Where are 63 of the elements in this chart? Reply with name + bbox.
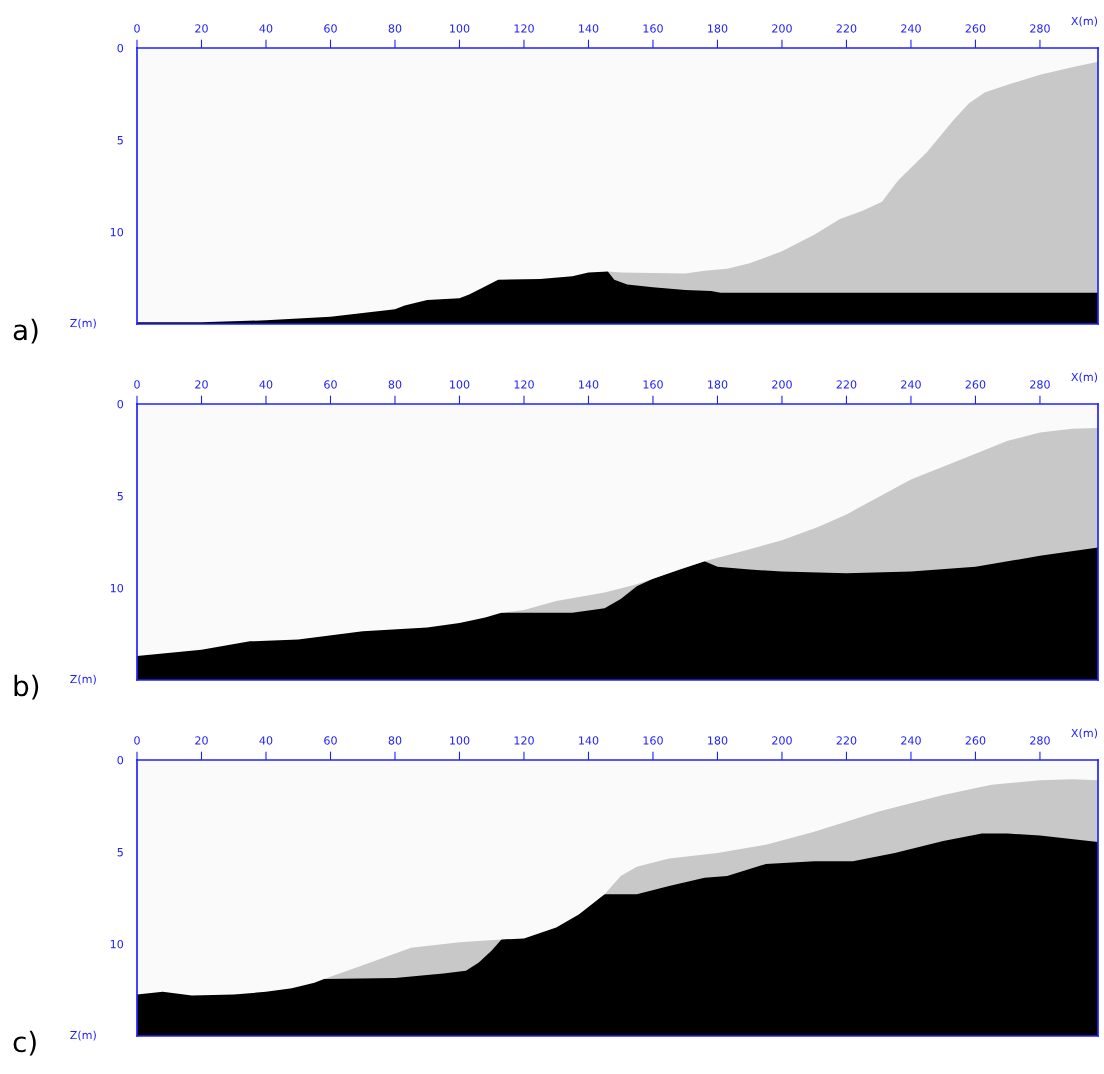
x-tick-label: 40 [259,380,273,389]
x-tick-label: 280 [1030,736,1050,745]
x-tick-label: 120 [514,24,534,33]
x-tick-label: 60 [324,380,337,389]
x-tick-label: 100 [450,24,470,33]
x-tick-label: 0 [134,24,140,33]
y-tick-label: 5 [117,848,123,857]
x-tick-label: 280 [1030,24,1050,33]
x-tick-label: 200 [772,736,792,745]
x-tick-label: 260 [965,380,986,389]
text: b) [14,674,39,700]
x-tick-label: 0 [134,380,140,389]
x-tick-label: 60 [324,24,337,33]
x-tick-label: 120 [514,380,534,389]
x-tick-label: 80 [388,380,402,389]
y-tick-label: 10 [110,227,124,237]
x-tick-label: 220 [836,736,857,745]
text: c) [13,1030,36,1056]
y-tick-label: 0 [117,755,124,765]
x-tick-label: 40 [259,24,273,33]
y-tick-label: 10 [110,939,124,949]
x-tick-label: 160 [643,736,663,745]
x-tick-label: 0 [134,736,140,745]
x-tick-label: 240 [901,380,921,389]
x-tick-label: 200 [772,24,792,33]
x-tick-label: 180 [708,24,728,33]
x-tick-label: 140 [579,24,599,33]
x-tick-label: 80 [388,24,402,33]
y-tick-label: 10 [110,583,124,593]
y-tick-label: 5 [117,492,123,501]
x-tick-label: 140 [579,736,599,745]
x-tick-label: 120 [514,736,534,745]
x-tick-label: 200 [772,380,792,389]
x-tick-label: 260 [965,736,986,745]
x-tick-label: 100 [450,736,470,745]
x-tick-label: 140 [579,380,599,389]
x-axis-title: X(m) [1071,16,1098,27]
x-axis-title: X(m) [1071,728,1098,739]
x-tick-label: 100 [450,380,470,389]
x-axis-title: X(m) [1071,372,1098,383]
y-tick-label: 0 [117,399,124,409]
x-tick-label: 20 [195,736,208,745]
y-axis-title: Z(m) [70,318,96,329]
y-tick-label: 5 [117,136,123,145]
y-tick-label: 0 [117,43,124,53]
y-axis-title: Z(m) [70,1030,96,1041]
x-tick-label: 160 [643,380,663,389]
x-tick-label: 80 [388,736,402,745]
x-tick-label: 240 [901,24,921,33]
y-axis-title: Z(m) [70,674,96,685]
x-tick-label: 220 [836,24,857,33]
x-tick-label: 160 [643,24,663,33]
x-tick-label: 240 [901,736,921,745]
x-tick-label: 180 [708,736,728,745]
x-tick-label: 20 [195,24,208,33]
x-tick-label: 180 [708,380,728,389]
text: a) [13,318,38,344]
x-tick-label: 20 [195,380,208,389]
x-tick-label: 60 [324,736,337,745]
x-tick-label: 220 [836,380,857,389]
x-tick-label: 280 [1030,380,1050,389]
x-tick-label: 40 [259,736,273,745]
x-tick-label: 260 [965,24,986,33]
